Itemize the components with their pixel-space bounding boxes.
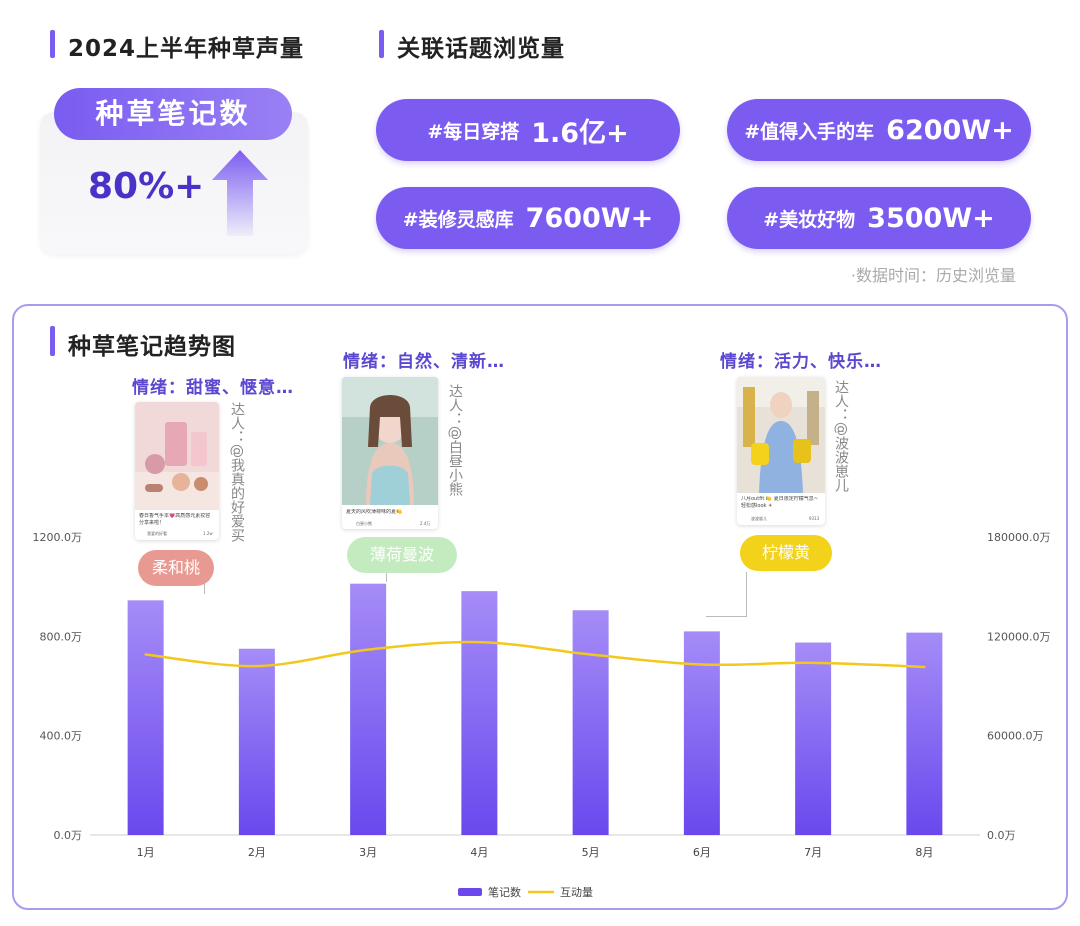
line-point-5 — [589, 653, 592, 656]
topic-views: 7600W+ — [525, 202, 654, 234]
line-point-6 — [700, 663, 704, 666]
topic-pill-cars[interactable]: #值得入手的车 6200W+ — [727, 99, 1031, 161]
x-axis-tick-label: 2月 — [248, 846, 266, 859]
data-note: ·数据时间：历史浏览量 — [850, 266, 1016, 285]
kpi-value: 80%+ — [88, 166, 205, 207]
topic-pill-decor[interactable]: #装修灵感库 7600W+ — [376, 187, 680, 249]
bar-notes-5 — [572, 610, 609, 835]
note-likes: 9313 — [809, 516, 820, 521]
bar-notes-7 — [795, 642, 832, 835]
note-likes: 1.2w — [203, 531, 213, 536]
note-photo — [737, 377, 825, 493]
right-axis-tick-label: 0.0万 — [987, 829, 1016, 842]
topic-views-title: 关联话题浏览量 — [397, 36, 565, 62]
line-point-2 — [255, 664, 259, 668]
bar-notes-4 — [461, 591, 498, 835]
topic-pill-beauty[interactable]: #美妆好物 3500W+ — [727, 187, 1031, 249]
line-point-4 — [478, 640, 481, 644]
right-axis-tick-label: 180000.0万 — [987, 531, 1051, 544]
line-point-8 — [923, 665, 926, 669]
bar-notes-3 — [350, 583, 387, 835]
note-caption: 夏天的风吹薄荷味的夏🍋 — [346, 509, 403, 515]
line-interactions — [145, 640, 925, 669]
bar-notes-1 — [127, 600, 164, 835]
note-caption: 春日香气手本💗高质感元素妆容分享来啦！ — [139, 513, 211, 526]
note-likes: 2.4万 — [420, 521, 431, 526]
bar-notes-6 — [683, 631, 720, 835]
note-author: 我爱的好看 — [147, 531, 167, 536]
x-axis-tick-label: 5月 — [582, 846, 600, 859]
voice-volume-title: 2024上半年种草声量 — [68, 36, 305, 62]
note-author: 白昼小熊 — [356, 521, 372, 526]
x-axis-tick-label: 4月 — [470, 846, 488, 859]
x-axis-tick-label: 7月 — [804, 846, 822, 859]
callout-2-emotion: 情绪：自然、清新… — [343, 352, 505, 372]
callout-3-connector — [706, 572, 747, 617]
right-title-accent — [379, 30, 384, 58]
legend-swatch-notes — [458, 888, 482, 896]
legend-label-notes: 笔记数 — [488, 885, 521, 899]
note-author: 波波崽儿 — [751, 516, 767, 521]
note-photo — [135, 402, 219, 510]
callout-2-color-tag: 薄荷曼波 — [347, 537, 457, 573]
callout-1-author: 达人：@我真的好爱买 — [229, 402, 245, 542]
left-title-accent — [50, 30, 55, 58]
x-axis-tick-label: 1月 — [137, 846, 155, 859]
callout-3-emotion: 情绪：活力、快乐… — [720, 352, 882, 372]
callout-3-color-tag: 柠檬黄 — [740, 535, 832, 571]
right-axis-tick-label: 120000.0万 — [987, 630, 1051, 643]
note-caption: 八月outfit 🍋 夏日限定柠檬气息~ 轻松感look ☀ — [741, 496, 818, 509]
topic-name: #装修灵感库 — [402, 208, 514, 231]
callout-2-author: 达人：@白昼小熊 — [447, 384, 463, 496]
x-axis-tick-label: 6月 — [693, 846, 711, 859]
bar-notes-2 — [238, 648, 275, 835]
bar-notes-8 — [906, 632, 943, 835]
topic-views: 6200W+ — [886, 114, 1014, 146]
callout-1-emotion: 情绪：甜蜜、惬意… — [132, 378, 294, 398]
callout-1-color-tag: 柔和桃 — [138, 550, 214, 586]
note-photo — [342, 377, 438, 505]
topic-views: 1.6亿+ — [531, 117, 629, 149]
growth-arrow-icon — [212, 150, 268, 236]
topic-name: #每日穿搭 — [427, 120, 520, 143]
trend-title-accent — [50, 326, 55, 356]
line-point-1 — [144, 653, 147, 656]
trend-title: 种草笔记趋势图 — [68, 334, 236, 360]
callout-3-note-card[interactable]: 八月outfit 🍋 夏日限定柠檬气息~ 轻松感look ☀ 波波崽儿 9313 — [737, 377, 825, 525]
line-point-3 — [366, 648, 370, 651]
callout-1-note-card[interactable]: 春日香气手本💗高质感元素妆容分享来啦！ 我爱的好看 1.2w — [135, 402, 219, 540]
topic-name: #值得入手的车 — [744, 120, 875, 143]
kpi-label: 种草笔记数 — [54, 88, 292, 140]
x-axis-tick-label: 8月 — [915, 846, 933, 859]
line-point-7 — [811, 661, 815, 665]
right-axis-tick-label: 60000.0万 — [987, 730, 1044, 743]
x-axis-tick-label: 3月 — [359, 846, 377, 859]
legend-label-interactions: 互动量 — [560, 886, 593, 899]
left-axis-tick-label: 800.0万 — [40, 630, 83, 643]
callout-3-author: 达人：@波波崽儿 — [833, 380, 849, 492]
left-axis-tick-label: 400.0万 — [40, 730, 83, 743]
left-axis-tick-label: 1200.0万 — [33, 531, 83, 544]
left-axis-tick-label: 0.0万 — [54, 829, 83, 842]
topic-views: 3500W+ — [867, 202, 995, 234]
callout-2-note-card[interactable]: 夏天的风吹薄荷味的夏🍋 白昼小熊 2.4万 — [342, 377, 438, 529]
trend-panel — [12, 304, 1068, 910]
callout-2-connector — [386, 572, 388, 582]
topic-pill-daily-outfit[interactable]: #每日穿搭 1.6亿+ — [376, 99, 680, 161]
topic-name: #美妆好物 — [763, 208, 856, 231]
